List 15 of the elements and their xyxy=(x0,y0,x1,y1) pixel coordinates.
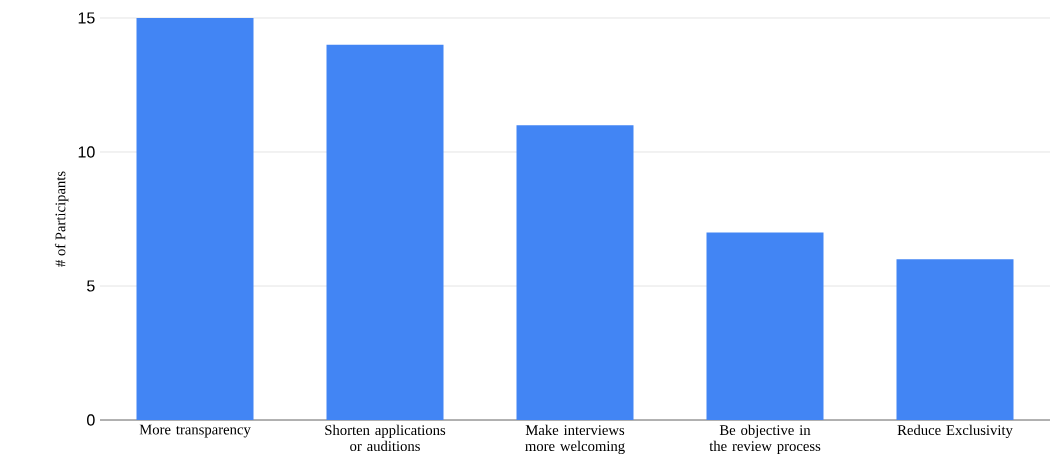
y-tick-label: 10 xyxy=(78,146,95,158)
y-tick-label: 5 xyxy=(87,280,95,292)
y-tick-label: 15 xyxy=(78,12,95,24)
y-tick-label: 0 xyxy=(87,414,95,426)
bar xyxy=(136,18,254,420)
bar xyxy=(896,259,1014,420)
x-tick-label: Shorten applications or auditions xyxy=(325,424,446,452)
bar xyxy=(706,232,824,420)
y-axis-title: # of Participants xyxy=(54,171,69,267)
x-tick-label: Make interviews more welcoming xyxy=(525,424,625,455)
x-tick-label: Reduce Exclusivity xyxy=(897,424,1013,439)
x-tick-label: Be objective in the review process xyxy=(709,424,821,454)
x-tick-label: More transparency xyxy=(139,424,251,438)
bar xyxy=(326,44,444,420)
bar xyxy=(516,125,634,420)
